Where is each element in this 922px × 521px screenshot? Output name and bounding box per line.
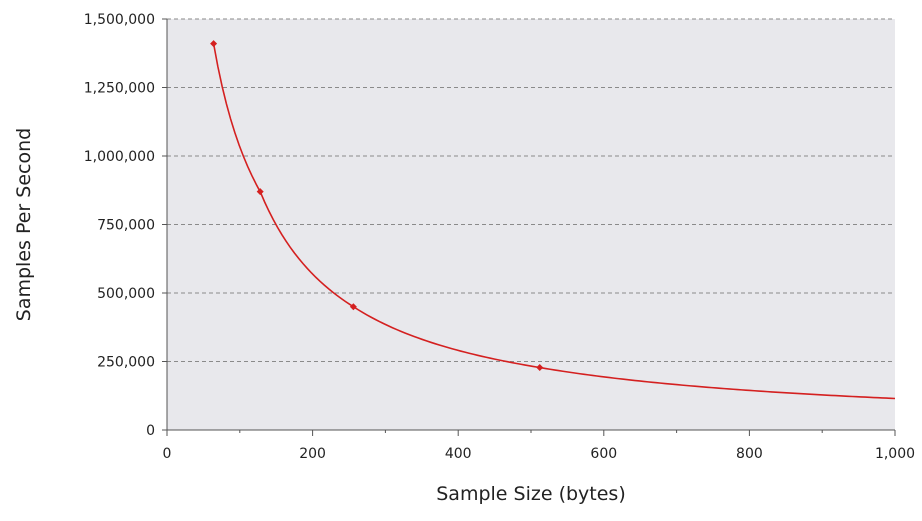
y-tick-label: 500,000	[97, 286, 155, 302]
grid-lines	[167, 18, 895, 362]
series-markers	[210, 40, 544, 372]
x-tick-label: 600	[590, 446, 617, 462]
x-tick-label: 200	[299, 446, 326, 462]
y-tick-label: 250,000	[97, 355, 155, 371]
y-axis-title: Samples Per Second	[13, 128, 35, 321]
data-point	[536, 364, 544, 372]
x-tick-label: 1,000	[875, 446, 915, 462]
data-point	[256, 188, 264, 196]
y-tick-label: 750,000	[97, 218, 155, 234]
data-point	[210, 40, 218, 48]
y-tick-label: 1,250,000	[84, 81, 155, 97]
x-tick-label: 800	[736, 446, 763, 462]
y-tick-label: 1,000,000	[84, 149, 155, 165]
y-tick-label: 0	[146, 423, 155, 439]
y-tick-labels: 0 250,000 500,000 750,000 1,000,000 1,250,000…	[84, 12, 155, 439]
x-axis-title: Sample Size (bytes)	[436, 483, 626, 505]
x-tick-label: 400	[445, 446, 472, 462]
x-tick-label: 0	[163, 446, 172, 462]
series-curve	[212, 43, 896, 400]
x-tick-labels: 0 200 400 600 800 1,000	[163, 446, 916, 462]
y-tick-label: 1,500,000	[84, 12, 155, 28]
data-point	[349, 303, 357, 311]
axes	[162, 18, 896, 436]
